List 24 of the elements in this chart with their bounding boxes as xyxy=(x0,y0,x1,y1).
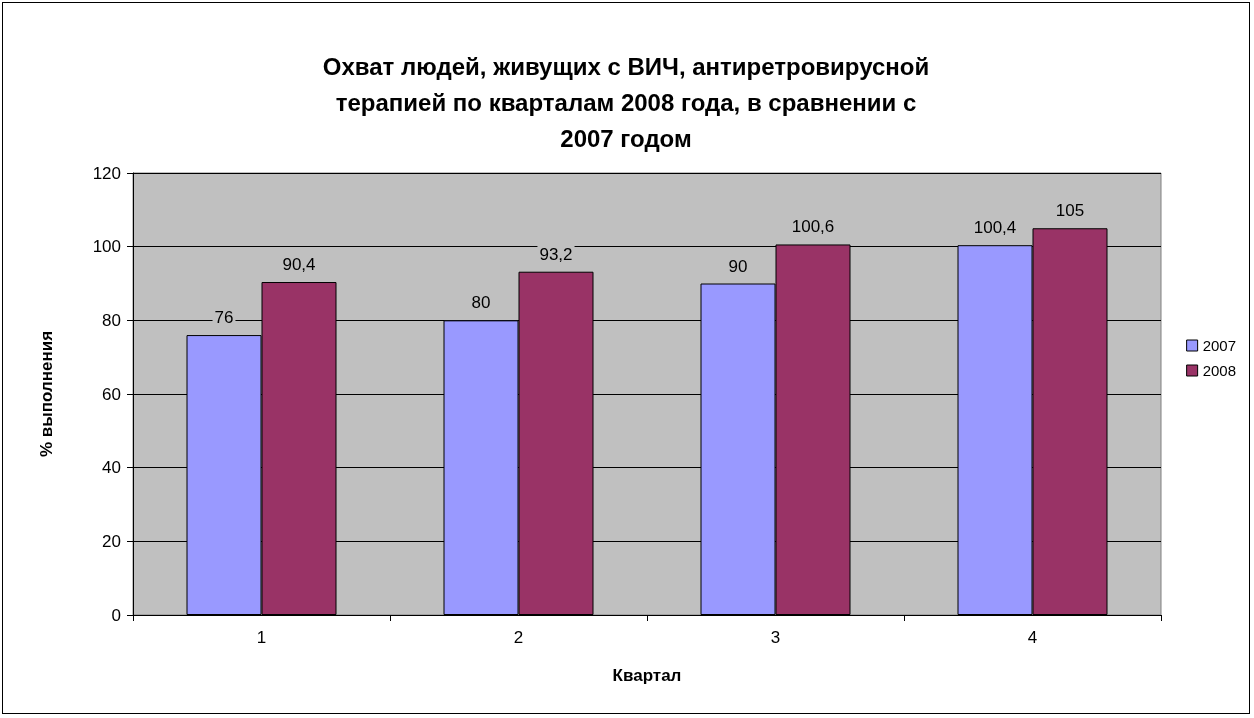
y-tick-label: 80 xyxy=(102,310,121,330)
legend-label: 2007 xyxy=(1202,337,1237,354)
data-label: 100,6 xyxy=(791,217,835,237)
x-tick-label: 3 xyxy=(770,628,781,647)
x-axis-title: Квартал xyxy=(612,666,682,685)
data-label: 90 xyxy=(728,256,748,276)
x-tick-label: 4 xyxy=(1027,628,1038,647)
x-tick-label: 1 xyxy=(256,628,267,647)
y-tick-label: 0 xyxy=(111,605,121,625)
data-label: 76 xyxy=(214,308,234,328)
y-tick-label: 120 xyxy=(92,163,121,183)
data-label: 90,4 xyxy=(282,255,316,275)
y-tick-label: 40 xyxy=(102,458,121,478)
data-label: 80 xyxy=(471,293,491,313)
legend-label: 2008 xyxy=(1202,362,1237,379)
data-label: 100,4 xyxy=(973,218,1017,238)
data-label: 93,2 xyxy=(539,244,573,264)
y-tick-label: 20 xyxy=(102,531,121,551)
y-axis-title: % выполнения xyxy=(37,330,56,458)
y-tick-label: 100 xyxy=(92,237,121,257)
chart-title: Охват людей, живущих с ВИЧ, антиретровирусной терапией по кварталам 2008 года, в сравнении с 2007 годом xyxy=(322,52,930,152)
x-tick-label: 2 xyxy=(513,628,524,647)
y-tick-label: 60 xyxy=(102,384,121,404)
data-label: 105 xyxy=(1055,201,1085,221)
